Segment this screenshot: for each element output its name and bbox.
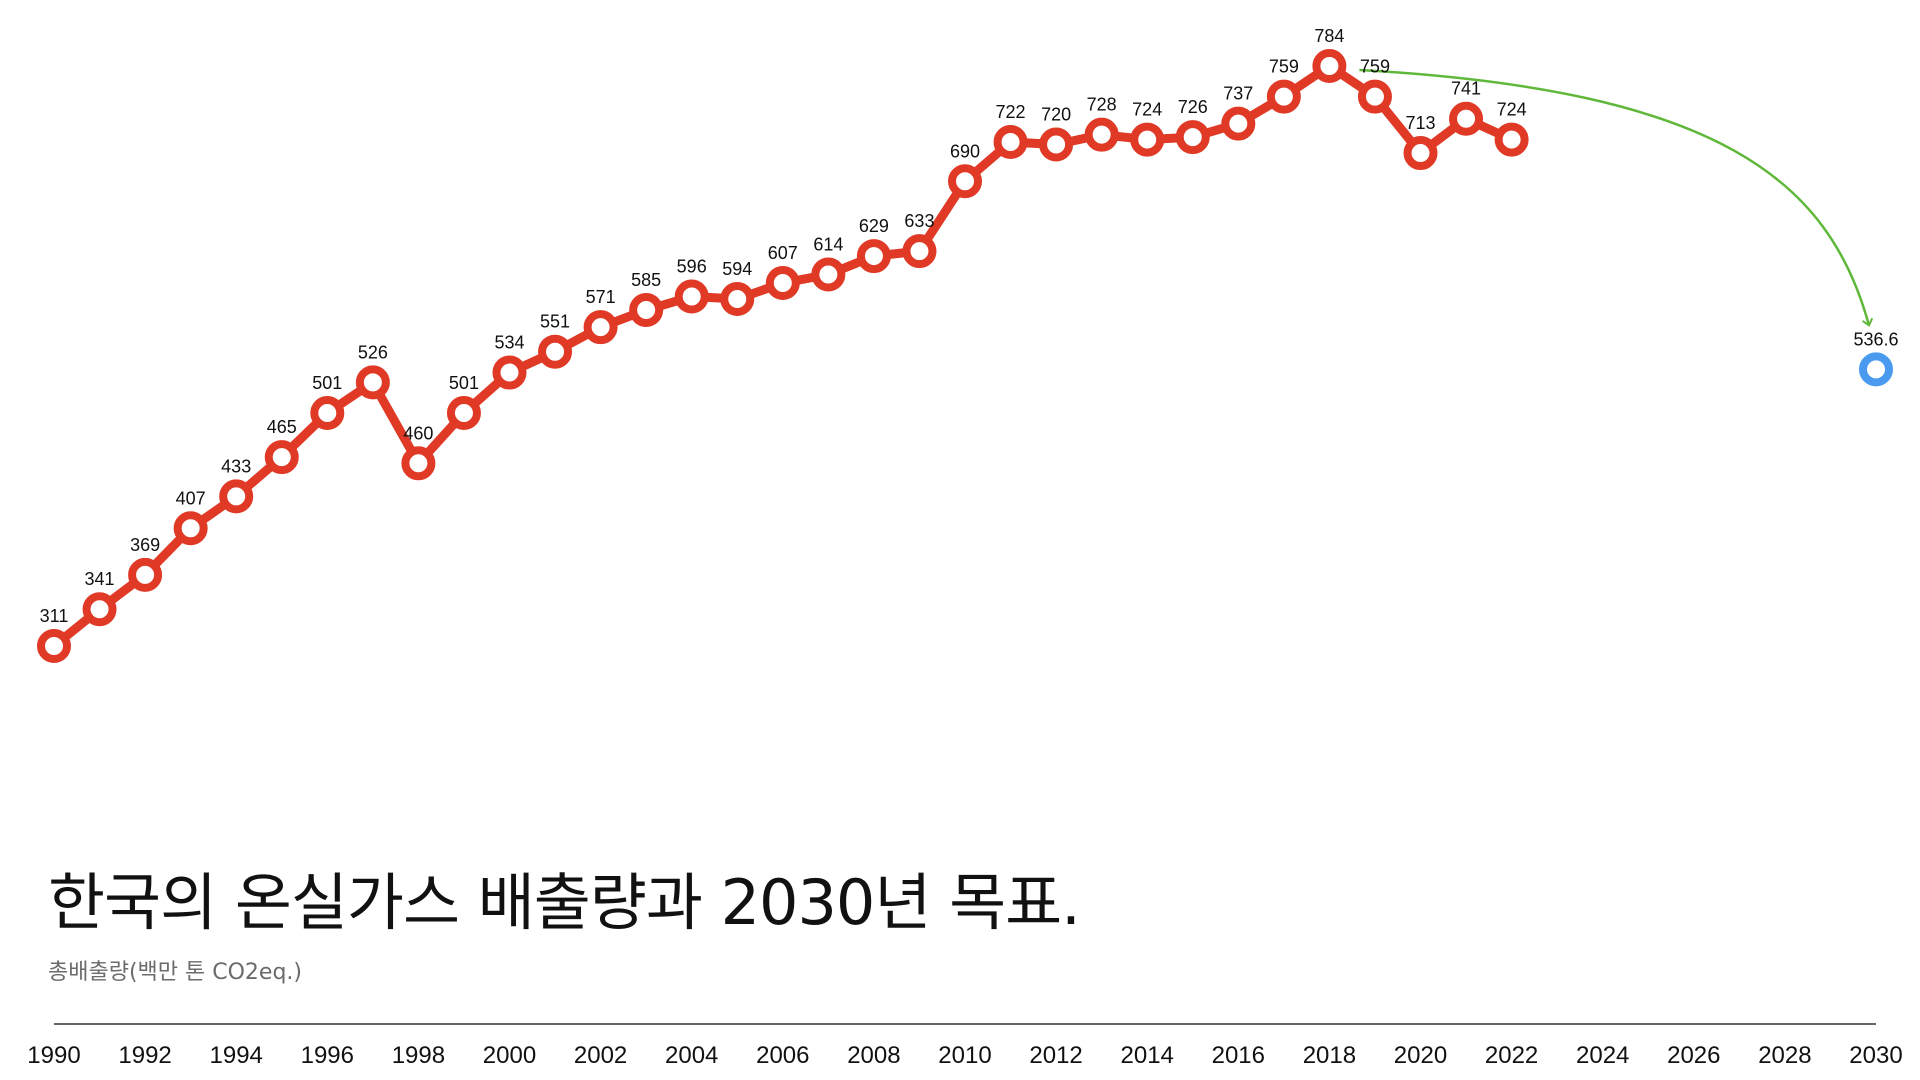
data-point <box>82 592 117 627</box>
x-tick-label: 2010 <box>938 1042 991 1069</box>
data-label: 607 <box>768 243 798 263</box>
x-axis-ticks: 1990 1992 1994 1996 1998 2000 2002 2004 2006 2008… <box>27 1042 1902 1069</box>
target-label: 536.6 <box>1853 329 1898 349</box>
data-point <box>1130 122 1165 157</box>
data-label: 720 <box>1041 104 1071 124</box>
data-label: 341 <box>85 569 115 589</box>
data-point <box>629 293 664 328</box>
data-point <box>674 279 709 314</box>
data-label: 501 <box>312 373 342 393</box>
x-tick-label: 2022 <box>1485 1042 1538 1069</box>
data-point <box>720 281 755 316</box>
data-point <box>993 125 1028 160</box>
data-point <box>310 396 345 431</box>
data-label: 551 <box>540 312 570 332</box>
x-tick-label: 1990 <box>27 1042 80 1069</box>
data-point <box>173 511 208 546</box>
chart-title: 한국의 온실가스 배출량과 2030년 목표. <box>48 866 1081 939</box>
data-label: 596 <box>677 257 707 277</box>
data-label: 722 <box>996 102 1026 122</box>
x-tick-label: 1992 <box>118 1042 171 1069</box>
data-label: 724 <box>1497 100 1527 120</box>
data-label: 724 <box>1132 100 1162 120</box>
data-labels: 311 341 369 407 433 465 501 526 460 501 534 551 571 5… <box>40 26 1527 626</box>
x-tick-label: 2020 <box>1394 1042 1447 1069</box>
data-label: 433 <box>221 456 251 476</box>
data-point <box>1357 79 1392 114</box>
data-point <box>1221 106 1256 141</box>
x-tick-label: 2000 <box>483 1042 536 1069</box>
data-point <box>1266 79 1301 114</box>
data-label: 633 <box>904 211 934 231</box>
x-tick-label: 2008 <box>847 1042 900 1069</box>
data-point <box>401 446 436 481</box>
data-points <box>37 49 1529 663</box>
data-point <box>492 355 527 390</box>
data-label: 784 <box>1314 26 1344 46</box>
chart-subtitle: 총배출량(백만 톤 CO2eq.) <box>48 960 303 985</box>
data-label: 690 <box>950 141 980 161</box>
data-point <box>446 396 481 431</box>
x-tick-label: 2030 <box>1849 1042 1902 1069</box>
data-point <box>856 239 891 274</box>
data-point <box>902 234 937 269</box>
data-point <box>1175 120 1210 155</box>
data-label: 571 <box>586 287 616 307</box>
data-point <box>219 479 254 514</box>
x-tick-label: 2024 <box>1576 1042 1629 1069</box>
data-label: 311 <box>40 606 69 626</box>
target-group: 536.6 <box>1853 329 1899 387</box>
data-point <box>948 164 982 199</box>
data-point <box>37 629 71 663</box>
data-label: 534 <box>494 333 524 353</box>
series-line <box>49 61 1517 651</box>
data-label: 726 <box>1178 97 1208 117</box>
forecast-arrow <box>1359 68 1874 327</box>
data-label: 759 <box>1269 57 1299 77</box>
x-tick-label: 2028 <box>1758 1042 1811 1069</box>
data-point <box>264 440 299 475</box>
data-point <box>1403 136 1438 171</box>
target-point <box>1859 352 1893 387</box>
x-tick-label: 2006 <box>756 1042 809 1069</box>
data-label: 369 <box>130 535 160 555</box>
x-tick-label: 1994 <box>210 1042 263 1069</box>
data-point <box>811 257 846 292</box>
data-label: 501 <box>449 373 479 393</box>
x-tick-label: 2026 <box>1667 1042 1720 1069</box>
data-label: 728 <box>1087 95 1117 115</box>
x-tick-label: 2016 <box>1212 1042 1265 1069</box>
data-label: 407 <box>176 488 206 508</box>
x-tick-label: 2004 <box>665 1042 718 1069</box>
data-label: 741 <box>1451 79 1481 99</box>
x-tick-label: 2014 <box>1121 1042 1174 1069</box>
data-point <box>765 266 800 301</box>
data-point <box>1084 117 1119 152</box>
data-label: 465 <box>267 417 297 437</box>
data-point <box>128 557 163 592</box>
x-tick-label: 2018 <box>1303 1042 1356 1069</box>
data-label: 759 <box>1360 57 1390 77</box>
x-tick-label: 2002 <box>574 1042 627 1069</box>
data-point <box>355 365 390 400</box>
data-label: 460 <box>403 423 433 443</box>
data-point <box>1449 101 1484 136</box>
data-point <box>583 310 618 345</box>
data-point <box>538 334 573 369</box>
data-label: 594 <box>722 259 752 279</box>
data-point <box>1039 127 1074 162</box>
data-label: 526 <box>358 342 388 362</box>
x-tick-label: 1998 <box>392 1042 445 1069</box>
data-label: 629 <box>859 216 889 236</box>
data-label: 614 <box>813 234 843 254</box>
data-point <box>1494 122 1529 157</box>
data-label: 713 <box>1405 113 1435 133</box>
data-label: 737 <box>1223 84 1253 104</box>
x-tick-label: 1996 <box>301 1042 354 1069</box>
x-tick-label: 2012 <box>1029 1042 1082 1069</box>
data-point <box>1312 49 1347 83</box>
data-label: 585 <box>631 270 661 290</box>
